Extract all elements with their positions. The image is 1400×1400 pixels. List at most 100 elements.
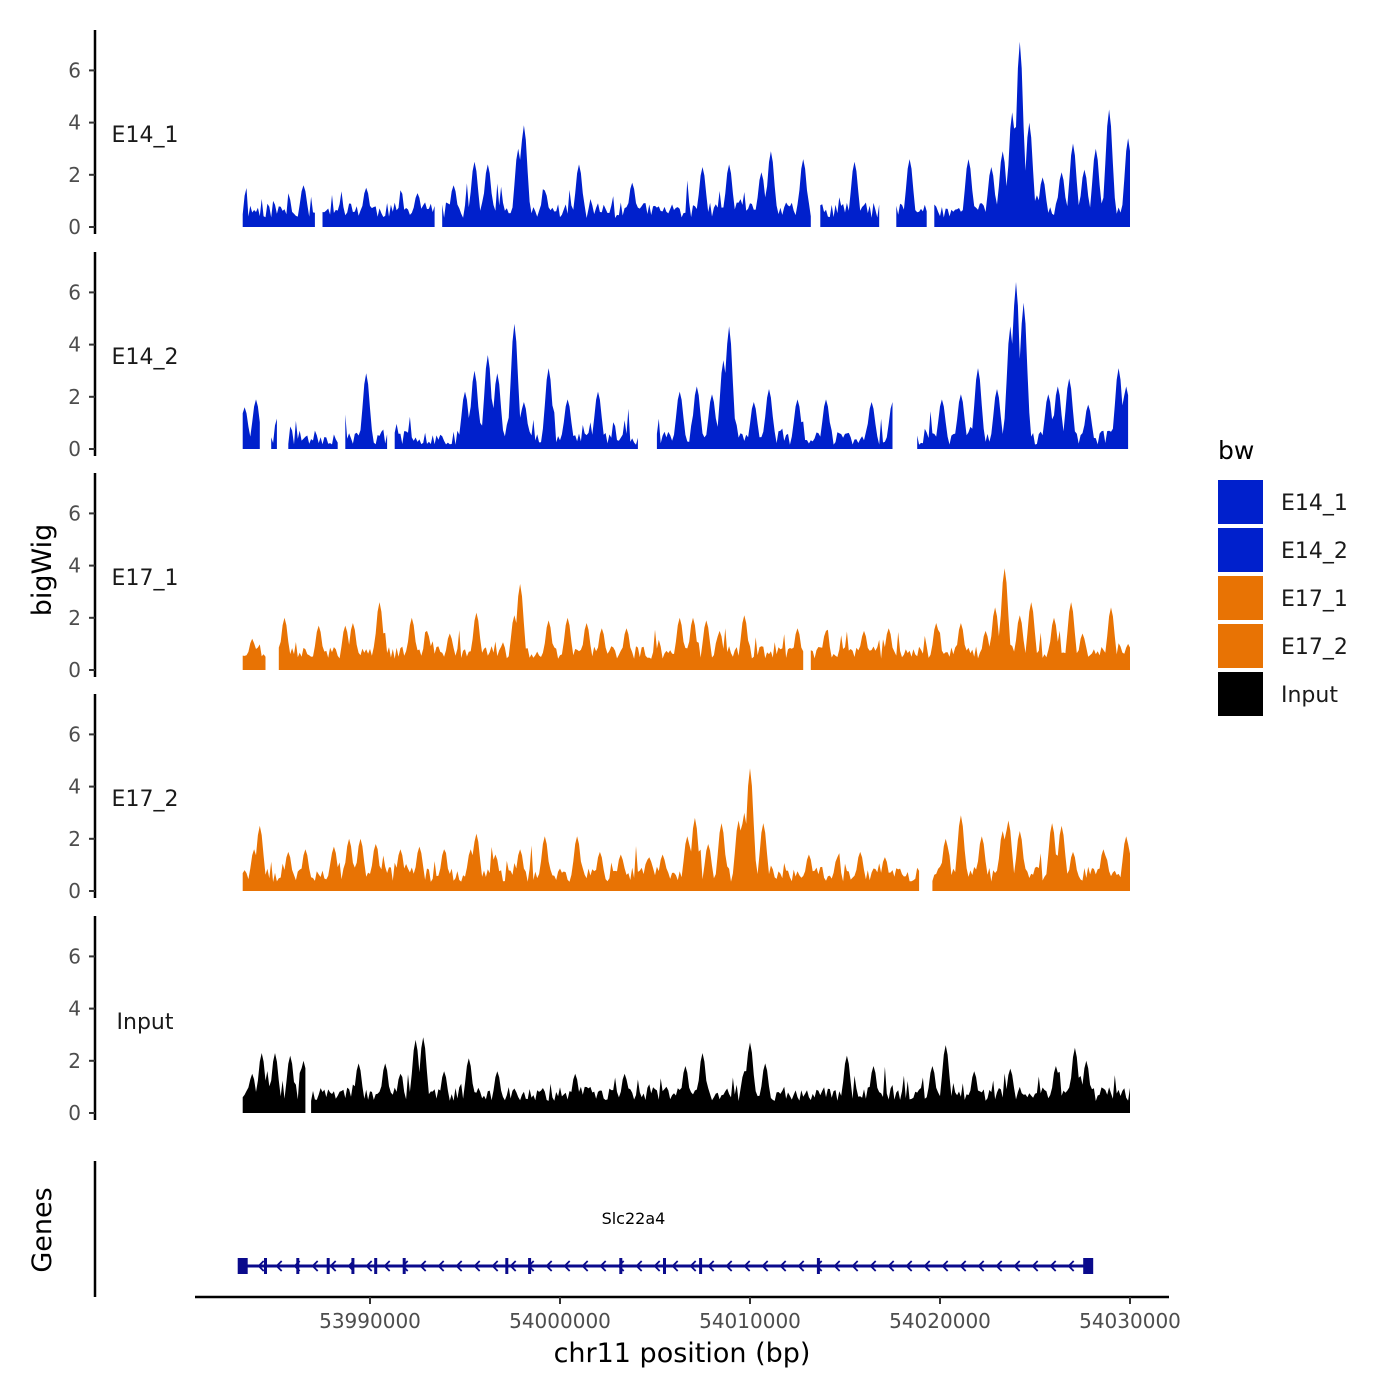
exon bbox=[505, 1258, 509, 1274]
x-tick-label: 54020000 bbox=[889, 1309, 991, 1333]
y-tick-label: 0 bbox=[68, 879, 81, 903]
x-tick-label: 54030000 bbox=[1079, 1309, 1181, 1333]
y-tick-label: 0 bbox=[68, 1101, 81, 1125]
y-tick-label: 4 bbox=[68, 997, 81, 1021]
exon bbox=[402, 1258, 406, 1274]
y-tick-label: 6 bbox=[68, 501, 81, 525]
x-axis-title: chr11 position (bp) bbox=[554, 1338, 811, 1369]
exon bbox=[619, 1258, 623, 1274]
exon bbox=[816, 1258, 820, 1274]
signal-area-E14_2 bbox=[242, 399, 260, 449]
strand-arrow bbox=[419, 1260, 427, 1272]
legend-swatch-Input bbox=[1218, 672, 1263, 716]
strand-arrow bbox=[1031, 1260, 1039, 1272]
y-tick-label: 0 bbox=[68, 215, 81, 239]
exon bbox=[237, 1258, 248, 1274]
strand-arrow bbox=[563, 1260, 571, 1272]
signal-area-E17_2 bbox=[932, 815, 1130, 891]
signal-area-E14_2 bbox=[288, 420, 338, 449]
signal-area-E14_1 bbox=[896, 159, 927, 227]
strand-arrow bbox=[959, 1260, 967, 1272]
strand-arrow bbox=[779, 1260, 787, 1272]
strand-arrow bbox=[1013, 1260, 1021, 1272]
strand-arrow bbox=[689, 1260, 697, 1272]
strand-arrow bbox=[275, 1260, 283, 1272]
gene-label: Slc22a4 bbox=[602, 1209, 666, 1228]
signal-area-E14_1 bbox=[322, 187, 435, 227]
exon bbox=[1083, 1258, 1094, 1274]
y-tick-label: 4 bbox=[68, 775, 81, 799]
legend-swatch-E17_1 bbox=[1218, 576, 1263, 620]
strand-arrow bbox=[743, 1260, 751, 1272]
strand-arrow bbox=[671, 1260, 679, 1272]
legend-swatch-E14_1 bbox=[1218, 480, 1263, 524]
exon bbox=[264, 1258, 267, 1274]
legend-label-E17_2: E17_2 bbox=[1281, 635, 1348, 660]
strand-arrow bbox=[995, 1260, 1003, 1272]
signal-area-E17_1 bbox=[278, 583, 804, 670]
strand-arrow bbox=[311, 1260, 319, 1272]
exon bbox=[351, 1258, 355, 1274]
legend-label-Input: Input bbox=[1281, 683, 1338, 708]
signal-tracks: 0 2 4 6 E14_1 0 2 4 6 E14_2 0 2 4 6 E17_1 0 2 4 6 E17_2 0 2 4 6… bbox=[68, 30, 1131, 1125]
strand-arrow bbox=[815, 1260, 823, 1272]
legend-label-E14_1: E14_1 bbox=[1281, 491, 1348, 516]
strand-arrow bbox=[923, 1260, 931, 1272]
track-Input: 0 2 4 6 Input bbox=[68, 916, 1131, 1125]
legend-label-E17_1: E17_1 bbox=[1281, 587, 1348, 612]
y-tick-label: 2 bbox=[68, 827, 81, 851]
strand-arrow bbox=[1067, 1260, 1075, 1272]
y-tick-label: 6 bbox=[68, 280, 81, 304]
strand-arrow bbox=[437, 1260, 445, 1272]
y-tick-label: 2 bbox=[68, 385, 81, 409]
strand-arrow bbox=[545, 1260, 553, 1272]
exon bbox=[699, 1258, 703, 1274]
signal-area-E17_2 bbox=[242, 768, 920, 891]
strand-arrow bbox=[941, 1260, 949, 1272]
signal-area-E14_2 bbox=[656, 326, 893, 449]
exon bbox=[374, 1258, 378, 1274]
track-E14_2: 0 2 4 6 E14_2 bbox=[68, 252, 1129, 461]
y-tick-label: 6 bbox=[68, 944, 81, 968]
y-tick-label: 6 bbox=[68, 58, 81, 82]
signal-area-Input bbox=[242, 1053, 306, 1113]
legend-label-E14_2: E14_2 bbox=[1281, 539, 1348, 564]
strand-arrow bbox=[797, 1260, 805, 1272]
signal-area-Input bbox=[311, 1037, 1131, 1113]
signal-area-E14_1 bbox=[442, 125, 811, 227]
strand-arrow bbox=[383, 1260, 391, 1272]
y-tick-label: 0 bbox=[68, 658, 81, 682]
legend-swatch-E17_2 bbox=[1218, 624, 1263, 668]
strand-arrow bbox=[869, 1260, 877, 1272]
y-tick-label: 6 bbox=[68, 722, 81, 746]
signal-area-E14_2 bbox=[917, 282, 1129, 449]
strand-arrow bbox=[635, 1260, 643, 1272]
signal-area-E17_1 bbox=[242, 638, 266, 670]
signal-area-E14_2 bbox=[271, 418, 277, 449]
strand-arrow bbox=[905, 1260, 913, 1272]
legend-swatch-E14_2 bbox=[1218, 528, 1263, 572]
signal-area-E14_2 bbox=[345, 373, 388, 449]
strand-arrow bbox=[653, 1260, 661, 1272]
x-tick-label: 54000000 bbox=[509, 1309, 611, 1333]
strand-arrow bbox=[833, 1260, 841, 1272]
y-tick-label: 4 bbox=[68, 333, 81, 357]
x-tick-label: 54010000 bbox=[699, 1309, 801, 1333]
legend: bw E14_1 E14_2 E17_1 E17_2 Input bbox=[1218, 436, 1348, 716]
strand-arrow bbox=[1049, 1260, 1057, 1272]
track-label-E17_2: E17_2 bbox=[112, 787, 179, 812]
track-E17_2: 0 2 4 6 E17_2 bbox=[68, 694, 1130, 903]
track-label-E14_2: E14_2 bbox=[112, 345, 179, 370]
track-label-E17_1: E17_1 bbox=[112, 566, 179, 591]
y-tick-label: 2 bbox=[68, 163, 81, 187]
x-tick-label: 53990000 bbox=[319, 1309, 421, 1333]
legend-title: bw bbox=[1218, 436, 1254, 465]
strand-arrow bbox=[851, 1260, 859, 1272]
strand-arrow bbox=[473, 1260, 481, 1272]
signal-area-E14_1 bbox=[820, 161, 880, 227]
strand-arrow bbox=[365, 1260, 373, 1272]
signal-area-E17_1 bbox=[810, 568, 1130, 670]
strand-arrow bbox=[707, 1260, 715, 1272]
y-tick-label: 4 bbox=[68, 554, 81, 578]
strand-arrow bbox=[599, 1260, 607, 1272]
